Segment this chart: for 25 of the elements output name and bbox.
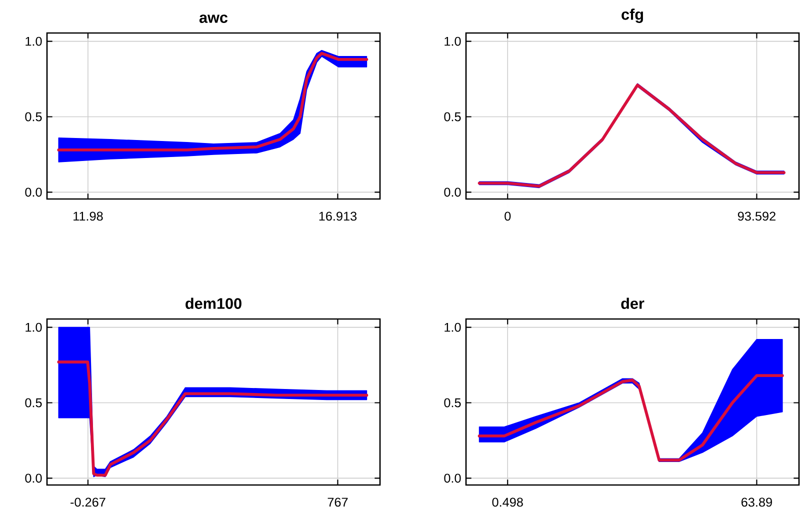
chart-title: awc bbox=[199, 14, 228, 23]
y-tick-label: 0.5 bbox=[25, 398, 42, 408]
y-tick-label: 0.5 bbox=[444, 112, 461, 122]
chart-title: der bbox=[621, 298, 644, 309]
line-series bbox=[478, 374, 784, 462]
x-tick-label: 63.89 bbox=[742, 498, 772, 507]
y-tick-label: 1.0 bbox=[444, 36, 461, 46]
x-tick-label: 0 bbox=[504, 212, 511, 221]
x-tick-label: 0.498 bbox=[492, 498, 523, 507]
y-tick-label: 1.0 bbox=[444, 322, 461, 332]
y-tick-label: 1.0 bbox=[26, 322, 42, 332]
x-tick-label: 93.592 bbox=[738, 212, 776, 221]
y-tick-label: 1.0 bbox=[26, 36, 42, 46]
x-tick-label: 16.913 bbox=[319, 212, 357, 221]
y-tick-label: 0.0 bbox=[444, 188, 461, 197]
x-tick-label: 767 bbox=[328, 498, 348, 507]
y-tick-label: 0.0 bbox=[25, 474, 42, 483]
y-tick-label: 0.5 bbox=[25, 112, 42, 122]
x-tick-label: 11.98 bbox=[74, 212, 103, 221]
x-tick-label: -0.267 bbox=[70, 498, 106, 507]
y-tick-label: 0.0 bbox=[25, 188, 42, 197]
chart-title: cfg bbox=[622, 8, 643, 23]
chart-title: dem100 bbox=[186, 298, 242, 309]
y-tick-label: 0.0 bbox=[444, 474, 461, 483]
y-tick-label: 0.5 bbox=[444, 398, 461, 408]
